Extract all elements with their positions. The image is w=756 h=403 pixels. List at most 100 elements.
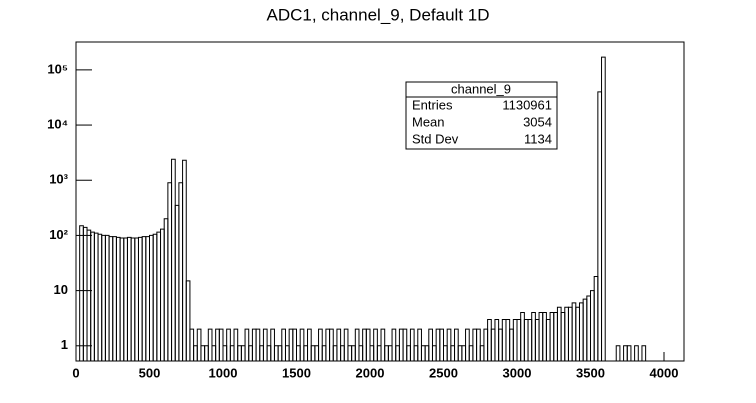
bin [354,328,360,361]
bin [97,233,103,361]
bin [196,328,202,361]
bin [567,306,573,361]
bin [586,295,592,361]
stats-label: Entries [412,97,453,112]
bin [593,276,599,361]
bin [189,328,195,361]
bin [428,328,433,361]
bin [538,312,544,361]
bin [531,312,536,361]
bin [90,231,95,361]
bin [601,56,606,361]
bin [123,237,128,361]
bin [262,328,268,361]
x-tick-label: 4000 [650,365,679,380]
x-tick-label: 2000 [356,365,385,380]
bin [465,328,470,361]
bin [218,328,224,361]
bin [472,328,478,361]
bin [119,237,125,361]
x-tick-label: 2500 [429,365,458,380]
bin [160,228,165,361]
bin [299,328,305,361]
bin [185,280,191,361]
bin [373,328,378,361]
bin [615,345,621,361]
bin [520,312,525,361]
bin [314,345,320,361]
bin [597,91,603,361]
stats-value: 1130961 [502,97,552,112]
bin [582,298,588,361]
bin [626,345,632,361]
bin [387,345,393,361]
bin [182,159,187,361]
bin [395,345,400,361]
bin [450,345,456,361]
bin [244,328,250,361]
histogram [76,56,665,362]
bin [82,226,88,361]
bin [435,328,441,361]
bin [542,312,547,361]
bin [512,318,518,361]
y-tick-label: 10 [54,282,68,297]
bin [292,328,298,361]
bin [156,231,162,361]
bin [149,234,154,361]
bin [130,237,136,361]
bin [545,318,551,361]
bin [556,306,562,361]
bin [523,318,529,361]
y-tick-label: 10⁵ [47,61,68,76]
bin [439,328,445,361]
x-tick-label: 3500 [576,365,605,380]
bin [454,328,459,361]
plot-frame [75,41,685,362]
bin [376,345,382,361]
y-tick-label: 10⁴ [47,116,68,131]
bin [505,318,511,361]
bin [641,345,647,361]
bin [329,328,334,361]
bin [193,345,198,361]
bin [490,328,496,361]
y-tick-label: 10² [49,227,68,242]
bin [343,328,349,361]
bin [226,328,231,361]
bin [578,302,584,361]
stats-value: 1134 [524,131,552,146]
bin [200,345,206,361]
bin [288,328,294,361]
bin [527,318,533,361]
bin [417,328,422,361]
bin [634,345,639,361]
bin [623,345,628,361]
stats-frame [405,81,558,150]
bin [564,306,569,361]
bin [281,328,286,361]
bin [487,318,492,361]
bin [137,236,143,361]
bin [178,182,184,361]
bin [174,204,180,361]
bin [406,345,411,361]
bin [251,328,257,361]
bin [93,232,99,361]
bin [553,312,558,361]
bin [420,345,426,361]
bin [380,328,386,361]
bin [457,345,463,361]
bin [336,328,342,361]
bin [79,225,84,361]
bin [424,345,430,361]
bin [310,345,316,361]
bin [325,328,331,361]
bin [494,318,500,361]
bin [233,328,239,361]
bin [255,328,261,361]
bin [549,312,555,361]
x-tick-label: 0 [72,365,79,380]
bin [215,328,220,361]
